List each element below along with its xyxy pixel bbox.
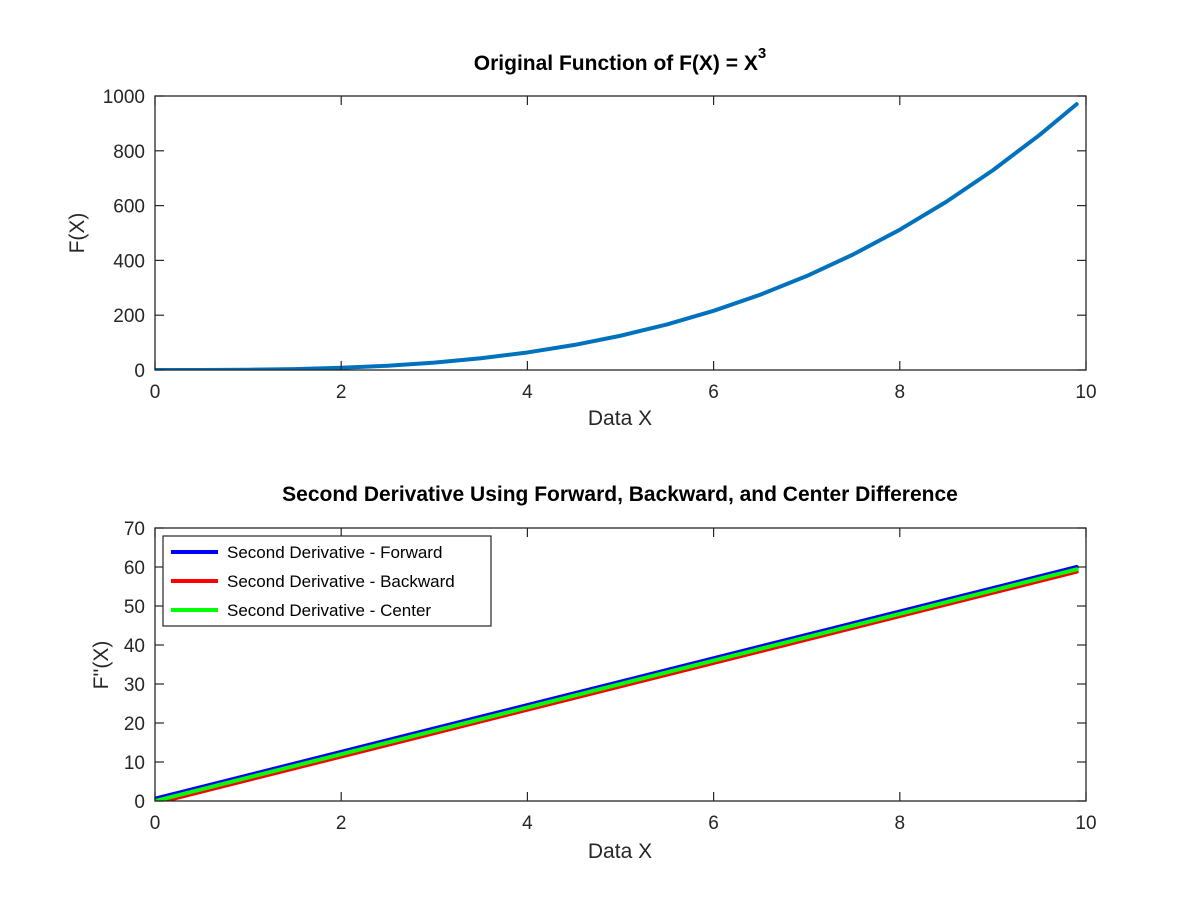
top-x-tick-label: 10 [1075,382,1096,403]
top-axes-box [154,95,1087,371]
bottom-y-tick-label: 40 [124,636,145,657]
bottom-y-axis-label: F''(X) [90,641,113,690]
bottom-x-tick-label: 0 [150,813,161,834]
top-y-tick-label: 800 [113,142,145,163]
bottom-x-tick-label: 8 [895,813,906,834]
bottom-x-axis-label: Data X [588,840,652,863]
top-x-tick-label: 4 [522,382,533,403]
bottom-x-tick-label: 2 [336,813,347,834]
top-y-axis-label: F(X) [66,213,89,254]
bottom-y-tick-label: 70 [124,519,145,540]
bottom-y-tick-label: 20 [124,714,145,735]
legend-label-0: Second Derivative - Forward [227,543,442,562]
legend-label-2: Second Derivative - Center [227,601,431,620]
bottom-y-tick-label: 30 [124,675,145,696]
top-x-tick-label: 0 [150,382,161,403]
top-x-axis-label: Data X [588,407,652,430]
top-y-tick-label: 1000 [103,87,145,108]
bottom-y-tick-label: 60 [124,558,145,579]
top-x-tick-label: 6 [708,382,719,403]
bottom-x-tick-label: 4 [522,813,533,834]
bottom-x-tick-label: 10 [1075,813,1096,834]
legend: Second Derivative - Forward Second Deriva… [162,535,492,627]
top-y-tick-label: 0 [134,361,145,382]
bottom-plot-title: Second Derivative Using Forward, Backwar… [282,483,958,506]
bottom-series-line-0 [155,565,1079,801]
legend-label-1: Second Derivative - Backward [227,572,455,591]
bottom-y-tick-label: 0 [134,792,145,813]
top-x-tick-label: 8 [895,382,906,403]
bottom-subplot: Second Derivative Using Forward, Backwar… [90,483,1097,863]
bottom-axes-box [154,527,1087,802]
top-series-line-0 [155,102,1079,370]
top-y-tick-label: 200 [113,306,145,327]
bottom-y-tick-label: 50 [124,597,145,618]
bottom-series-line-1 [156,569,1079,801]
top-x-tick-label: 2 [336,382,347,403]
bottom-x-tick-label: 6 [708,813,719,834]
bottom-series-line-2 [155,567,1079,801]
top-subplot: Original Function of F(X) = X3 0 2 4 6 8 10 0 2… [66,45,1097,430]
top-plot-title: Original Function of F(X) = X3 [474,45,766,75]
bottom-y-tick-label: 10 [124,753,145,774]
top-y-tick-label: 400 [113,251,145,272]
top-y-tick-label: 600 [113,197,145,218]
